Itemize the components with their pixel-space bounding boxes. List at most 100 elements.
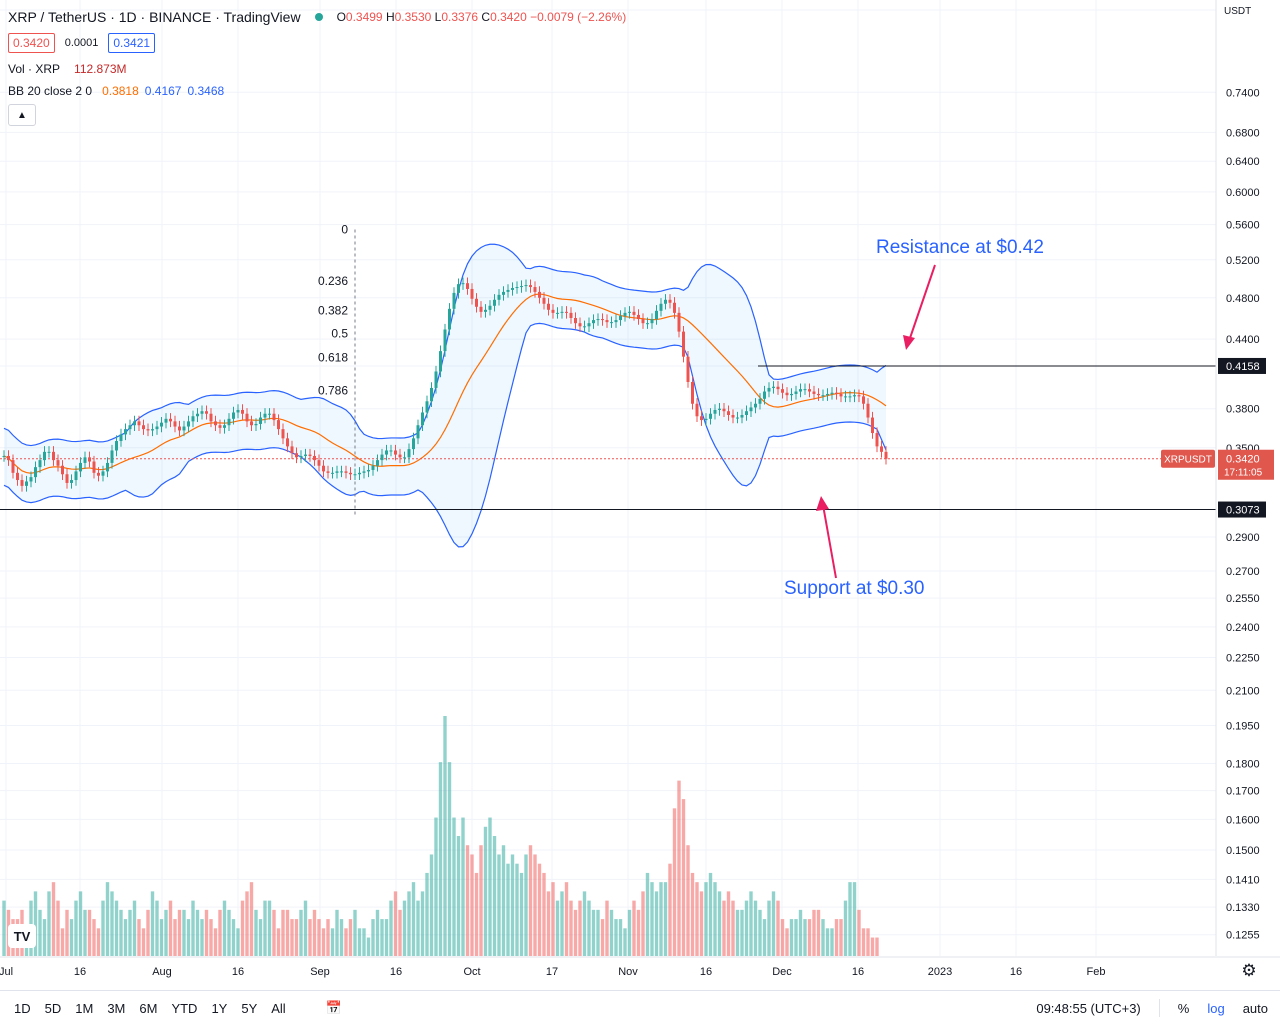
candle-body — [331, 472, 334, 474]
candle-body — [574, 317, 577, 324]
candle-body — [412, 438, 415, 450]
range-button-ytd[interactable]: YTD — [171, 1000, 198, 1016]
spread-value: 0.0001 — [64, 37, 99, 49]
resistance-arrow-head — [903, 335, 915, 350]
volume-bar — [258, 919, 263, 956]
percent-toggle[interactable]: % — [1177, 1000, 1190, 1016]
candle-body — [151, 429, 154, 431]
volume-bar — [807, 919, 812, 956]
time-tick-label: 16 — [390, 966, 402, 978]
range-button-1y[interactable]: 1Y — [211, 1000, 228, 1016]
candle-body — [740, 414, 744, 418]
log-toggle[interactable]: log — [1207, 1000, 1225, 1016]
range-buttons: 1D 5D 1M 3M 6M YTD 1Y 5Y All — [0, 1001, 286, 1016]
volume-bar — [875, 937, 879, 956]
candle-body — [637, 314, 640, 320]
volume-bar — [222, 900, 227, 956]
currency-label[interactable]: USDT — [1224, 6, 1252, 17]
clock-time[interactable]: 09:48:55 (UTC+3) — [1036, 1000, 1141, 1016]
range-button-all[interactable]: All — [271, 1000, 286, 1016]
volume-bar — [515, 863, 519, 956]
candle-body — [376, 460, 379, 466]
volume-bar — [848, 882, 852, 956]
volume-bar — [357, 928, 362, 956]
volume-bar — [218, 909, 222, 956]
gear-icon[interactable]: ⚙ — [1241, 961, 1257, 980]
price-tick-label: 0.2400 — [1226, 622, 1260, 634]
tradingview-logo-icon[interactable]: TV — [8, 924, 36, 948]
volume-bar — [546, 891, 551, 956]
volume-bar — [564, 882, 569, 956]
resistance-price-tag: 0.4158 — [1226, 361, 1260, 373]
candle-body — [29, 477, 33, 482]
volume-label[interactable]: Vol · XRP — [8, 62, 61, 76]
volume-bar — [236, 928, 240, 956]
volume-bar — [677, 780, 681, 956]
candle-body — [443, 329, 447, 352]
last-price-tag: 0.3420 — [1226, 454, 1260, 466]
price-axis[interactable]: 0.7400 0.6800 0.6400 0.6000 0.5600 0.5200 0.48… — [1161, 0, 1274, 956]
volume-bar — [551, 882, 555, 956]
candle-body — [817, 393, 820, 396]
volume-bar — [632, 900, 636, 956]
candle-body — [484, 309, 487, 312]
symbol-title[interactable]: XRP / TetherUS · 1D · BINANCE · TradingV… — [8, 9, 301, 25]
range-button-1d[interactable]: 1D — [14, 1000, 31, 1016]
candle-body — [241, 409, 244, 414]
volume-bar — [330, 928, 335, 956]
sell-button[interactable]: 0.3420 — [8, 33, 55, 53]
time-tick-label: 16 — [852, 966, 864, 978]
support-arrow — [822, 504, 837, 579]
candle-body — [259, 417, 262, 424]
volume-bar — [65, 909, 69, 956]
candle-body — [232, 412, 235, 419]
volume-bar — [213, 928, 218, 956]
range-button-5d[interactable]: 5D — [44, 1000, 62, 1016]
time-tick-label: Sep — [310, 966, 330, 978]
candle-body — [677, 312, 681, 332]
candle-body — [772, 386, 775, 388]
volume-bar — [740, 909, 744, 956]
volume-bar — [753, 900, 758, 956]
candle-body — [641, 319, 645, 324]
candle-body — [340, 471, 343, 473]
candle-body — [56, 460, 60, 466]
volume-bar — [303, 900, 308, 956]
candle-body — [826, 393, 829, 396]
range-button-6m[interactable]: 6M — [139, 1000, 158, 1016]
candle-body — [704, 418, 708, 421]
candle-body — [812, 391, 816, 394]
volume-bar — [623, 928, 627, 956]
candle-body — [137, 421, 141, 426]
candle-body — [691, 381, 694, 404]
volume-bar — [591, 909, 596, 956]
range-button-5y[interactable]: 5Y — [241, 1000, 258, 1016]
buy-button[interactable]: 0.3421 — [108, 33, 156, 53]
candle-body — [781, 389, 784, 393]
volume-bar — [789, 919, 794, 956]
volume-bar — [254, 909, 258, 956]
collapse-legend-button[interactable]: ▲ — [8, 104, 36, 126]
volume-bar — [105, 882, 110, 956]
volume-bar — [560, 891, 564, 956]
volume-bar — [398, 909, 402, 956]
auto-toggle[interactable]: auto — [1242, 1000, 1268, 1016]
candle-body — [47, 451, 51, 453]
volume-bar — [335, 909, 339, 956]
candle-body — [61, 465, 64, 475]
price-tick-label: 0.1410 — [1226, 874, 1260, 886]
candle-body — [844, 396, 847, 398]
symbol-tag: XRPUSDT — [1164, 455, 1212, 466]
volume-bar — [641, 891, 645, 956]
candle-body — [713, 409, 717, 414]
bb-lower-value: 0.3468 — [187, 84, 225, 98]
time-axis[interactable]: Jul 16 Aug 16 Sep 16 Oct 17 Nov 16 Dec 16 2023 16 Feb — [0, 956, 1280, 978]
bb-label[interactable]: BB 20 close 2 0 — [8, 84, 93, 98]
volume-bar — [317, 919, 321, 956]
calendar-icon[interactable]: 📅 — [325, 1000, 342, 1015]
range-button-1m[interactable]: 1M — [75, 1000, 94, 1016]
candle-body — [281, 429, 285, 439]
candle-body — [452, 292, 456, 309]
range-button-3m[interactable]: 3M — [107, 1000, 126, 1016]
